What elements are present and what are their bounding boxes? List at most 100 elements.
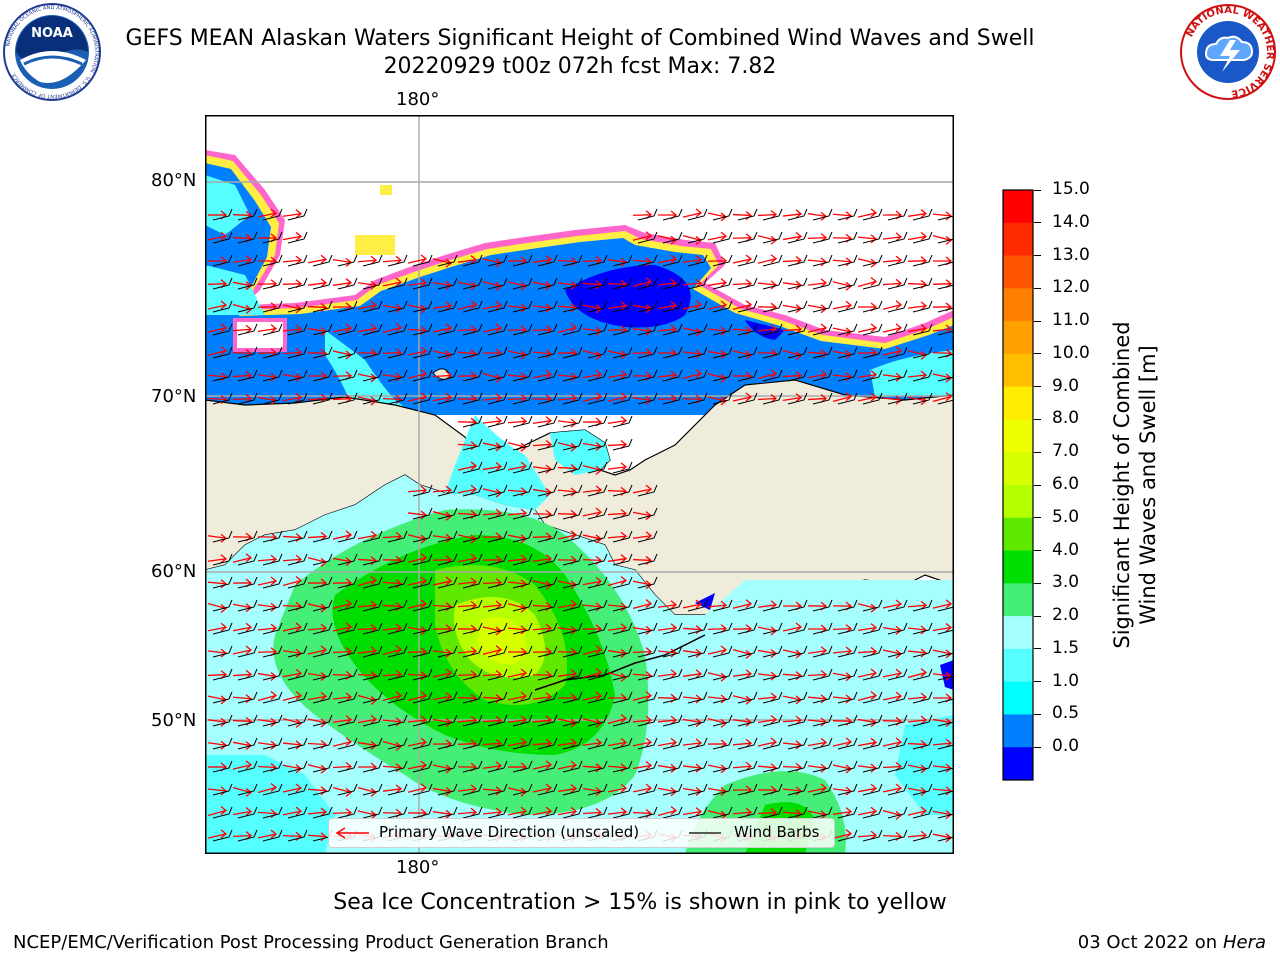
wind-barb: [612, 668, 633, 681]
wave-arrow: [807, 741, 827, 747]
wind-barb: [412, 323, 433, 336]
wind-barb: [887, 346, 908, 359]
wave-arrow: [707, 396, 727, 402]
wave-arrow-head: [370, 714, 378, 724]
wind-barb: [737, 760, 758, 773]
wave-arrow: [432, 489, 452, 493]
wave-arrow-head: [645, 277, 653, 287]
wave-arrow: [657, 604, 677, 608]
wave-arrow: [857, 280, 877, 288]
wave-arrow-head: [595, 576, 603, 586]
colorbar-tick-label: 5.0: [1052, 506, 1080, 527]
wave-arrow-head: [395, 784, 403, 794]
wave-arrow: [632, 235, 652, 241]
wind-barb: [412, 645, 433, 658]
wind-barb: [737, 806, 758, 819]
wave-arrow-head: [895, 278, 903, 288]
wave-arrow: [432, 604, 452, 608]
wind-barb: [362, 530, 383, 543]
wave-arrow-head: [595, 668, 603, 678]
wind-barb-legend-icon: [689, 832, 721, 834]
wave-arrow-head: [495, 281, 503, 291]
wave-arrow: [882, 649, 902, 655]
wind-barb: [587, 668, 608, 681]
wind-barb: [762, 392, 783, 405]
wave-arrow: [532, 580, 552, 586]
wave-arrow-head: [820, 323, 828, 333]
wave-arrow: [682, 327, 702, 333]
wind-barb: [712, 622, 733, 635]
wave-arrow: [782, 649, 802, 655]
wave-arrow-head: [820, 694, 828, 704]
wind-barb: [862, 231, 883, 244]
wave-arrow: [207, 374, 227, 378]
wave-arrow-head: [520, 806, 528, 816]
wind-barb: [212, 714, 233, 727]
wave-arrow-head: [370, 576, 378, 586]
wind-barb: [537, 392, 558, 405]
wave-arrow: [382, 719, 402, 723]
wind-barb: [287, 668, 308, 681]
wave-arrow: [757, 213, 777, 217]
wind-barb: [637, 714, 658, 727]
wave-arrow: [507, 420, 527, 424]
wave-arrow: [382, 812, 402, 814]
wave-arrow: [232, 281, 252, 287]
wind-barb: [462, 783, 483, 796]
wind-barb: [462, 668, 483, 681]
wind-barb: [637, 691, 658, 704]
wave-arrow: [507, 719, 527, 723]
wind-barb: [912, 622, 933, 635]
wind-barb: [312, 323, 333, 336]
wave-arrow: [257, 558, 277, 562]
wave-arrow-head: [470, 784, 478, 794]
wave-arrow-head: [495, 761, 503, 771]
wind-barb: [462, 254, 483, 267]
wind-barb: [637, 553, 658, 566]
wind-barb: [462, 392, 483, 405]
wind-barb: [337, 254, 358, 267]
wave-arrow: [232, 259, 252, 263]
colorbar-tick-mark: [1034, 517, 1041, 519]
wave-arrow-head: [220, 346, 228, 356]
wave-arrow: [632, 511, 652, 517]
wind-barb: [912, 254, 933, 267]
wave-arrow: [432, 811, 452, 815]
wind-barb: [637, 576, 658, 589]
wind-barb: [487, 254, 508, 267]
wave-arrow: [307, 397, 327, 401]
wind-barb: [662, 806, 683, 819]
wave-arrow-head: [495, 807, 503, 817]
wave-arrow: [907, 696, 927, 700]
wave-arrow: [407, 304, 427, 310]
wind-barb: [787, 323, 808, 336]
wind-barb: [887, 392, 908, 405]
wind-barb: [587, 645, 608, 658]
wave-arrow: [632, 580, 652, 586]
wave-arrow: [432, 374, 452, 378]
wave-arrow-head: [770, 715, 778, 725]
wave-arrow: [557, 466, 577, 470]
wave-arrow-head: [745, 738, 753, 748]
wind-barb: [687, 392, 708, 405]
wave-arrow: [232, 303, 252, 311]
wave-arrow: [407, 694, 427, 702]
wave-arrow-head: [395, 763, 403, 773]
wind-barb: [562, 277, 583, 290]
wind-barb: [812, 277, 833, 290]
wind-barb: [462, 507, 483, 520]
wave-arrow: [257, 328, 277, 332]
wave-arrow: [507, 397, 527, 401]
wave-arrow: [832, 764, 852, 770]
wind-barb: [687, 760, 708, 773]
wave-arrow: [457, 259, 477, 263]
wave-arrow: [532, 513, 552, 515]
wave-arrow-head: [945, 622, 953, 633]
wind-barb: [762, 300, 783, 313]
wind-barb: [237, 737, 258, 750]
wave-arrow: [632, 673, 652, 677]
wave-arrow-head: [395, 322, 403, 333]
colorbar-tick-mark: [1034, 681, 1041, 683]
wind-barb: [512, 668, 533, 681]
wave-arrow: [457, 719, 477, 723]
